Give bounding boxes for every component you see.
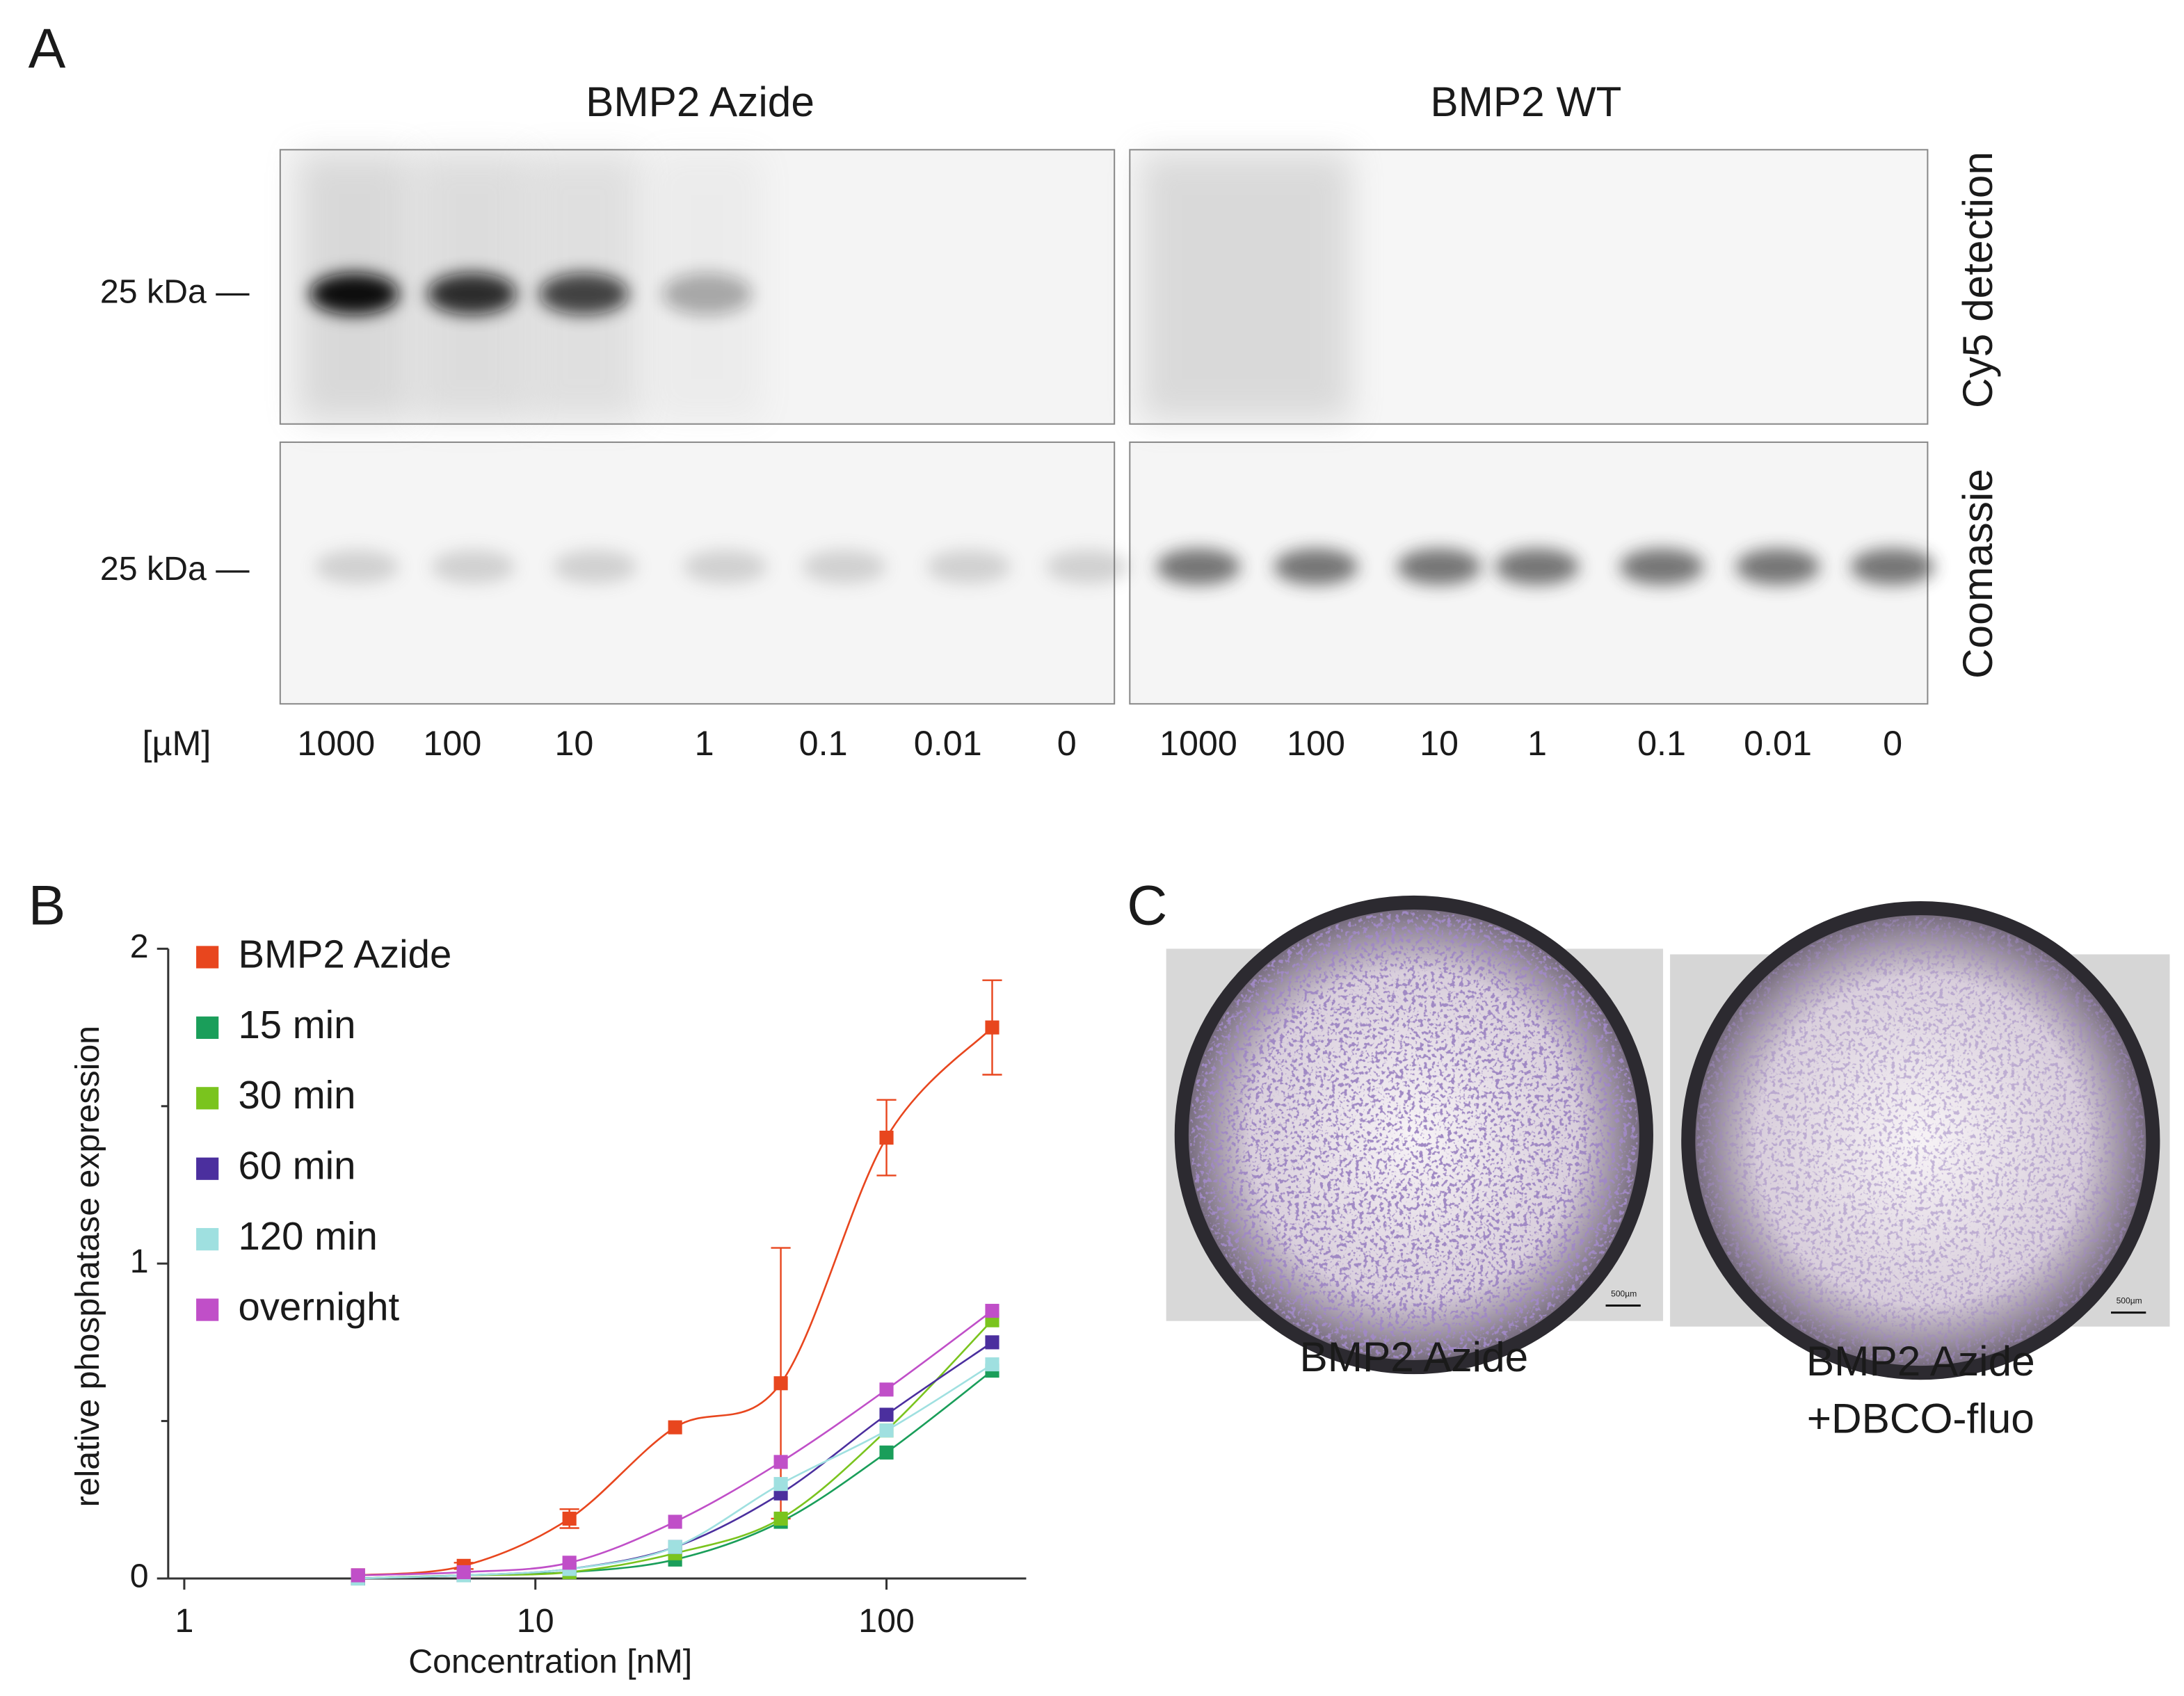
lane-label: 0.1 <box>1637 723 1686 763</box>
y-tick-label: 0 <box>130 1558 149 1595</box>
band <box>1397 548 1482 585</box>
image-caption: +DBCO-fluo <box>1807 1395 2034 1442</box>
data-point <box>773 1477 788 1492</box>
data-point <box>668 1515 682 1529</box>
lane-label: 0.01 <box>914 723 982 763</box>
band <box>926 549 1011 584</box>
marker-label: 25 kDa — <box>100 273 250 310</box>
band <box>553 549 637 584</box>
lane-label: 100 <box>1287 723 1345 763</box>
x-tick-label: 100 <box>858 1602 915 1640</box>
data-point <box>985 1304 999 1318</box>
x-tick-label: 10 <box>517 1602 554 1640</box>
data-point <box>773 1511 788 1526</box>
data-point <box>456 1565 471 1579</box>
micrograph: 500µm <box>1166 895 1664 1375</box>
data-point <box>879 1445 894 1460</box>
data-point <box>773 1376 788 1391</box>
legend-swatch <box>196 1016 219 1039</box>
panel-label: B <box>29 874 66 937</box>
data-point <box>668 1540 682 1554</box>
data-point <box>879 1382 894 1397</box>
fit-line <box>358 1310 993 1576</box>
x-tick-label: 1 <box>175 1602 194 1640</box>
group-title: BMP2 Azide <box>586 78 814 125</box>
data-point <box>879 1407 894 1422</box>
data-point <box>773 1455 788 1469</box>
lane-label: 1 <box>695 723 714 763</box>
panel-label: A <box>29 18 66 81</box>
band <box>1156 548 1241 585</box>
data-point <box>351 1568 365 1583</box>
legend-label: overnight <box>238 1284 399 1328</box>
lane-label: 0.01 <box>1744 723 1812 763</box>
band <box>1495 548 1580 585</box>
y-axis-label: relative phosphatase expression <box>69 1026 106 1507</box>
legend-label: 120 min <box>238 1214 377 1258</box>
band <box>427 273 517 315</box>
legend-label: 60 min <box>238 1144 355 1188</box>
data-point <box>879 1423 894 1438</box>
scale-label: 500µm <box>2117 1296 2142 1306</box>
lane-label: 0 <box>1883 723 1902 763</box>
y-tick-label: 2 <box>130 928 149 965</box>
panel-label: C <box>1127 874 1167 937</box>
image-caption: BMP2 Azide <box>1806 1337 2035 1384</box>
band <box>662 273 752 315</box>
unit-label: [µM] <box>142 723 211 763</box>
band <box>1045 549 1130 584</box>
lane-label: 1 <box>1527 723 1547 763</box>
lane-label: 1000 <box>297 723 375 763</box>
band <box>310 273 399 315</box>
data-point <box>562 1511 577 1526</box>
legend-swatch <box>196 1157 219 1180</box>
lane-label: 100 <box>423 723 481 763</box>
band <box>1850 548 1935 585</box>
data-point <box>668 1420 682 1435</box>
fit-line <box>358 1319 993 1580</box>
legend-swatch <box>196 946 219 969</box>
band <box>315 549 399 584</box>
y-tick-label: 1 <box>130 1243 149 1280</box>
x-axis-label: Concentration [nM] <box>408 1642 692 1680</box>
stain-label: Cy5 detection <box>1954 152 2001 408</box>
legend-swatch <box>196 1087 219 1110</box>
data-point <box>985 1020 999 1035</box>
legend-label: 30 min <box>238 1073 355 1117</box>
cells <box>1696 916 2145 1365</box>
lane-label: 1000 <box>1159 723 1237 763</box>
lane-label: 0.1 <box>799 723 848 763</box>
lane-label: 10 <box>554 723 593 763</box>
marker-label: 25 kDa — <box>100 550 250 588</box>
lane-label: 0 <box>1057 723 1077 763</box>
band <box>1274 548 1358 585</box>
band <box>431 549 515 584</box>
image-caption: BMP2 Azide <box>1299 1333 1528 1380</box>
data-point <box>985 1357 999 1372</box>
micrograph: 500µm <box>1670 901 2170 1380</box>
fit-line <box>358 1026 993 1576</box>
gels <box>279 149 1935 705</box>
data-point <box>562 1556 577 1570</box>
band <box>683 549 768 584</box>
band <box>1735 548 1820 585</box>
cells <box>1189 911 1638 1359</box>
band <box>1619 548 1704 585</box>
lane-smear <box>1141 154 1351 420</box>
scale-label: 500µm <box>1611 1289 1637 1299</box>
data-point <box>985 1335 999 1350</box>
legend-swatch <box>196 1298 219 1321</box>
lane-label: 10 <box>1420 723 1459 763</box>
legend-swatch <box>196 1228 219 1251</box>
legend-label: BMP2 Azide <box>238 932 451 976</box>
group-title: BMP2 WT <box>1430 78 1621 125</box>
legend-label: 15 min <box>238 1003 355 1047</box>
band <box>802 549 887 584</box>
band <box>539 273 629 315</box>
stain-label: Coomassie <box>1954 469 2001 679</box>
data-point <box>879 1131 894 1145</box>
